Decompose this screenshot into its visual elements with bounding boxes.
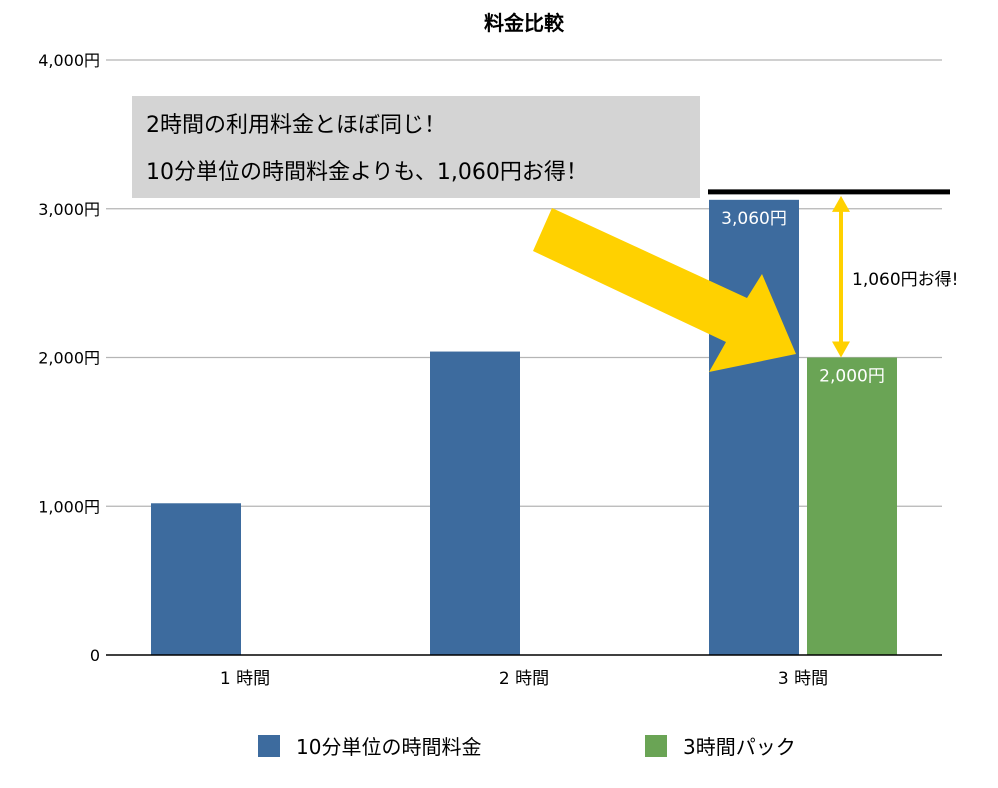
bar-data-label: 3,060円 <box>721 209 787 229</box>
bar-data-label: 2,000円 <box>819 367 885 387</box>
y-axis-ticks: 0 1,000円 2,000円 3,000円 4,000円 <box>38 51 100 665</box>
x-axis-categories: 1 時間 2 時間 3 時間 <box>220 669 828 689</box>
note-box <box>132 96 700 198</box>
x-category-label: 3 時間 <box>778 669 828 689</box>
difference-arrow-head-down <box>832 341 850 358</box>
y-tick-label: 4,000円 <box>38 51 100 70</box>
y-tick-label: 2,000円 <box>38 349 100 368</box>
note-text: 2時間の利用料金とほぼ同じ！ <box>146 113 446 138</box>
y-tick-label: 3,000円 <box>38 200 100 219</box>
legend-label: 3時間パック <box>683 735 796 759</box>
annotations: 2時間の利用料金とほぼ同じ！ 10分単位の時間料金よりも、1,060円お得！ 1,0… <box>132 96 958 372</box>
grid <box>106 59 942 507</box>
bar <box>709 199 799 655</box>
legend-swatch <box>258 735 280 757</box>
x-category-label: 2 時間 <box>499 669 549 689</box>
legend-label: 10分単位の時間料金 <box>296 735 481 759</box>
bar <box>151 503 241 655</box>
x-category-label: 1 時間 <box>220 669 270 689</box>
note-text: 10分単位の時間料金よりも、1,060円お得！ <box>146 160 588 185</box>
y-tick-label: 0 <box>90 646 100 665</box>
bar <box>430 351 520 655</box>
difference-label: 1,060円お得! <box>852 270 958 290</box>
y-tick-label: 1,000円 <box>38 497 100 516</box>
highlight-arrow <box>533 208 796 372</box>
bar <box>807 357 897 655</box>
legend-swatch <box>645 735 667 757</box>
data-labels: 3,060円 2,000円 <box>721 209 885 387</box>
difference-arrow-head-up <box>832 195 850 212</box>
bars <box>151 199 897 655</box>
legend: 10分単位の時間料金 3時間パック <box>258 735 796 759</box>
chart-title: 料金比較 <box>484 11 565 35</box>
